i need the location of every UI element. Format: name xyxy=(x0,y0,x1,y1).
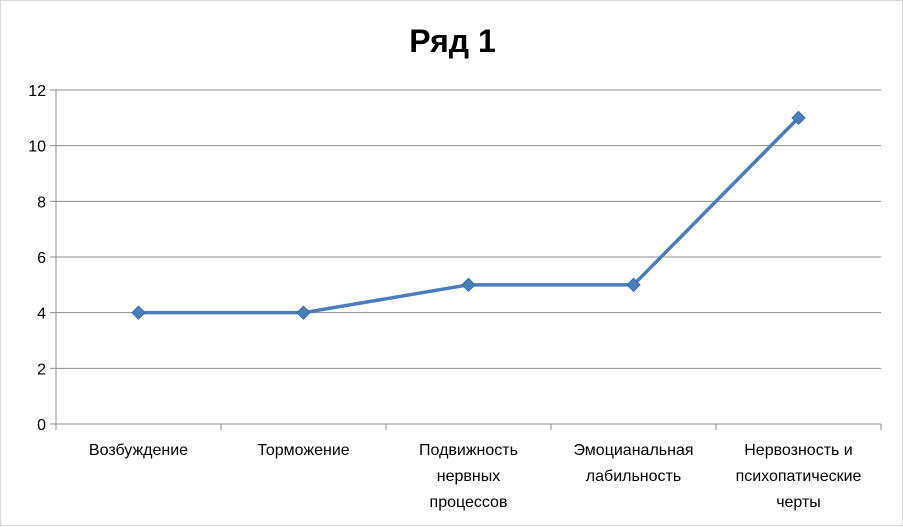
x-category-label-line: Возбуждение xyxy=(89,442,188,459)
data-point-marker xyxy=(626,277,641,293)
x-category-label-line: Подвижность xyxy=(419,442,518,459)
y-tick-label: 12 xyxy=(28,83,46,100)
x-category-label: Эмоцианальная лабильность xyxy=(573,442,693,485)
y-tick-label: 4 xyxy=(37,306,46,323)
data-point-marker xyxy=(131,305,146,320)
x-category-label: Торможение xyxy=(257,442,349,459)
y-tick-label: 2 xyxy=(37,361,46,378)
data-point-marker xyxy=(461,277,476,293)
y-tick-label: 8 xyxy=(37,194,46,211)
x-category-label-line: Торможение xyxy=(257,442,349,459)
chart-title: Ряд 1 xyxy=(409,23,496,59)
data-point-marker xyxy=(296,305,311,320)
x-category-label: Возбуждение xyxy=(89,442,188,459)
y-tick-label: 6 xyxy=(37,250,46,267)
x-category-label-line: нервных xyxy=(437,468,500,485)
x-category-label-line: процессов xyxy=(430,494,508,511)
x-category-label-line: Нервозность и xyxy=(744,442,853,459)
x-category-label-line: психопатические xyxy=(736,468,862,485)
x-category-label-line: черты xyxy=(776,494,821,511)
data-point-marker xyxy=(791,110,806,126)
x-category-label: Нервозность и психопатические черты xyxy=(736,442,862,511)
x-category-label-line: лабильность xyxy=(586,468,681,485)
x-category-label-line: Эмоцианальная xyxy=(573,442,693,459)
y-tick-label: 10 xyxy=(28,139,46,156)
y-tick-label: 0 xyxy=(37,417,46,434)
x-category-label: Подвижность нервных процессов xyxy=(419,442,518,511)
